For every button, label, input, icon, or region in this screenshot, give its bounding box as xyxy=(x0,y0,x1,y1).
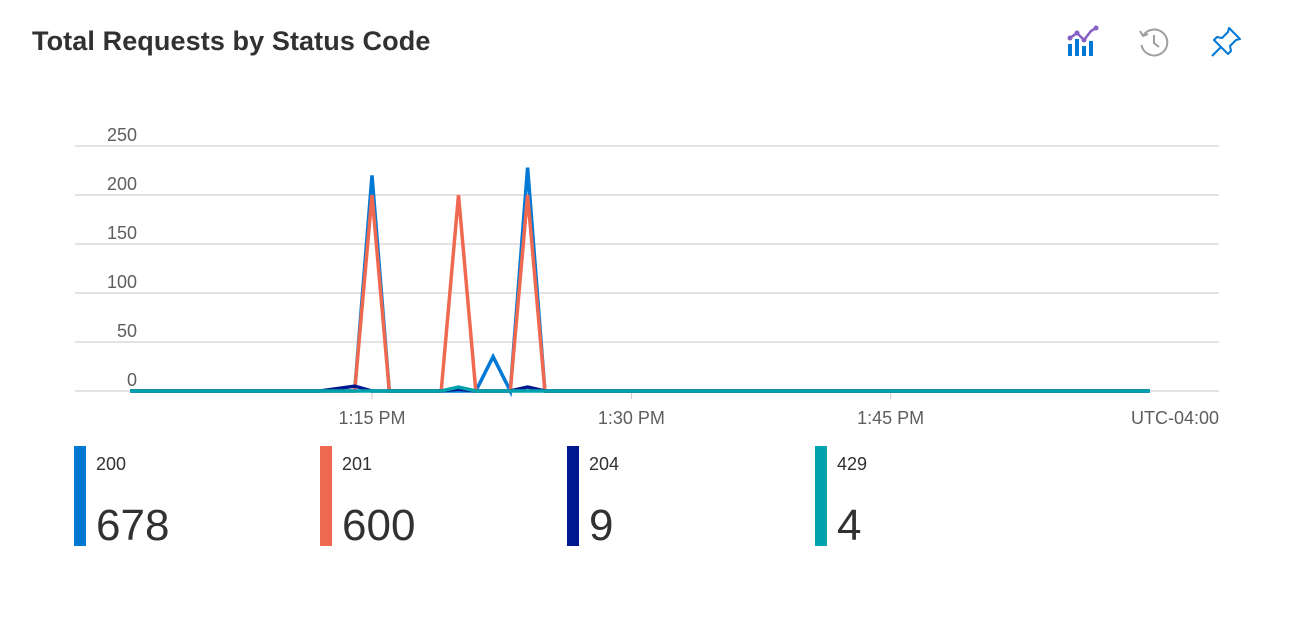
chart-title: Total Requests by Status Code xyxy=(32,26,431,56)
timezone-label: UTC-04:00 xyxy=(1131,408,1219,428)
chart-series xyxy=(130,167,1150,398)
chart-analytics-button[interactable] xyxy=(1062,22,1102,62)
legend-color-swatch xyxy=(320,446,332,546)
x-tick-label: 1:45 PM xyxy=(857,408,924,428)
pin-button[interactable] xyxy=(1206,22,1246,62)
legend-color-swatch xyxy=(815,446,827,546)
y-axis-ticks: 250 200 150 100 50 0 xyxy=(107,125,137,390)
series-line-429[interactable] xyxy=(130,385,1150,393)
y-tick-label: 0 xyxy=(127,370,137,390)
legend-series-total: 9 xyxy=(589,501,614,550)
legend-series-name: 201 xyxy=(342,454,373,474)
chart-toolbar xyxy=(1062,22,1246,62)
legend-series-total: 678 xyxy=(96,501,170,550)
chart-gridlines xyxy=(75,145,1219,392)
y-tick-label: 50 xyxy=(117,321,137,341)
history-button[interactable] xyxy=(1134,22,1174,62)
y-tick-label: 250 xyxy=(107,125,137,145)
legend-item-201[interactable]: 201 600 xyxy=(320,446,520,550)
chart-legend: 200 678 201 600 204 9 429 4 xyxy=(0,446,1294,550)
legend-item-204[interactable]: 204 9 xyxy=(567,446,767,550)
legend-series-total: 600 xyxy=(342,501,416,550)
legend-series-total: 4 xyxy=(837,501,862,550)
series-line-200[interactable] xyxy=(130,167,1150,398)
legend-series-name: 429 xyxy=(837,454,868,474)
x-axis-ticks: 1:15 PM 1:30 PM 1:45 PM xyxy=(339,391,924,428)
legend-item-200[interactable]: 200 678 xyxy=(74,446,274,550)
history-icon xyxy=(1139,28,1169,57)
y-tick-label: 150 xyxy=(107,223,137,243)
y-tick-label: 100 xyxy=(107,272,137,292)
legend-color-swatch xyxy=(74,446,86,546)
chart-analytics-icon xyxy=(1067,25,1099,56)
pin-icon xyxy=(1211,27,1241,57)
x-tick-label: 1:30 PM xyxy=(598,408,665,428)
x-tick-label: 1:15 PM xyxy=(339,408,406,428)
line-chart: 250 200 150 100 50 0 1:15 PM 1:30 PM 1:45 PM UT… xyxy=(75,125,1219,428)
legend-series-name: 200 xyxy=(96,454,127,474)
legend-item-429[interactable]: 429 4 xyxy=(815,446,1015,550)
legend-color-swatch xyxy=(567,446,579,546)
legend-series-name: 204 xyxy=(589,454,620,474)
y-tick-label: 200 xyxy=(107,174,137,194)
